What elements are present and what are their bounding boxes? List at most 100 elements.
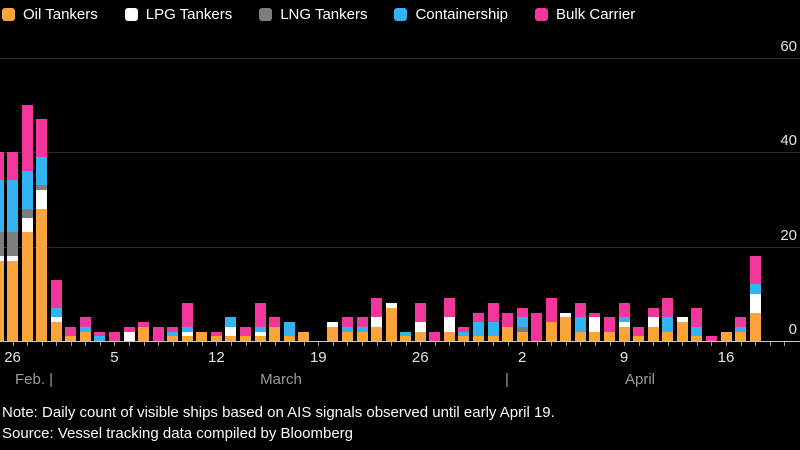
- bar-segment-containership-apr-6: [574, 317, 586, 332]
- bar-segment-bulk-apr-2: [516, 307, 528, 318]
- bar-segment-oil-apr-13: [676, 322, 688, 341]
- bar-segment-oil-mar-26: [414, 331, 426, 341]
- bar-segment-bulk-mar-12: [210, 331, 222, 337]
- bar-segment-lpg-mar-24: [385, 303, 397, 308]
- bar-segment-lpg-mar-1: [50, 317, 62, 323]
- bar-segment-bulk-mar-23: [371, 298, 383, 318]
- bar-segment-bulk-apr-15: [705, 336, 717, 341]
- legend-swatch-icon: [535, 8, 549, 21]
- y-axis-label-20: 20: [780, 226, 797, 244]
- x-axis-tick: [536, 342, 538, 346]
- bar-segment-oil-mar-22: [356, 331, 368, 341]
- bar-segment-lpg-mar-26: [414, 322, 426, 332]
- bar-segment-bulk-apr-6: [574, 303, 586, 318]
- x-axis-tick: [318, 342, 320, 346]
- bar-segment-lpg-mar-10: [181, 331, 193, 337]
- bar-segment-containership-mar-29: [458, 331, 470, 337]
- x-axis-tick: [507, 342, 509, 346]
- x-axis-day-label-2: 2: [517, 349, 527, 366]
- bar-segment-oil-apr-8: [604, 331, 616, 341]
- bar-segment-containership-mar-17: [283, 322, 295, 337]
- bar-segment-oil-mar-30: [472, 336, 484, 341]
- bar-segment-lpg-apr-7: [589, 317, 601, 332]
- bar-segment-bulk-apr-11: [647, 307, 659, 318]
- bar-segment-oil-apr-10: [633, 336, 645, 341]
- y-axis-label-60: 60: [780, 37, 797, 55]
- x-axis-tick: [551, 342, 553, 346]
- bar-segment-bulk-mar-10: [181, 303, 193, 327]
- bar-segment-bulk-apr-7: [589, 312, 601, 318]
- bar-segment-oil-apr-11: [647, 326, 659, 341]
- x-axis-tick: [114, 342, 116, 346]
- x-axis-tick: [245, 342, 247, 346]
- bar-segment-containership-mar-15: [254, 326, 266, 332]
- bar-segment-bulk-mar-16: [269, 317, 281, 327]
- bar-segment-oil-apr-9: [618, 326, 630, 341]
- bar-segment-oil-apr-4: [545, 322, 557, 341]
- x-axis-tick: [682, 342, 684, 346]
- bar-segment-bulk-mar-1: [50, 279, 62, 308]
- bar-segment-lpg-mar-15: [254, 331, 266, 337]
- bar-segment-containership-mar-31: [487, 322, 499, 337]
- x-axis-tick: [41, 342, 43, 346]
- bar-segment-bulk-mar-7: [138, 322, 150, 327]
- bar-segment-containership-feb-26: [7, 180, 19, 233]
- bar-segment-bulk-feb-27: [21, 104, 33, 171]
- bar-segment-bulk-mar-31: [487, 303, 499, 323]
- bar-segment-bulk-apr-3: [531, 312, 543, 341]
- bar-segment-oil-mar-25: [400, 336, 412, 341]
- bar-segment-lpg-feb-27: [21, 218, 33, 233]
- x-axis-tick: [696, 342, 698, 346]
- bar-segment-lpg-mar-20: [327, 322, 339, 327]
- bar-segment-bulk-mar-8: [152, 326, 164, 341]
- x-axis-day-label-12: 12: [208, 349, 225, 366]
- bar-segment-oil-apr-12: [662, 331, 674, 341]
- x-axis-tick: [260, 342, 262, 346]
- bar-segment-oil-apr-2: [516, 331, 528, 341]
- x-axis-day-label-5: 5: [110, 349, 119, 366]
- bar-segment-bulk-apr-9: [618, 303, 630, 318]
- x-axis-tick: [594, 342, 596, 346]
- x-axis-tick: [463, 342, 465, 346]
- legend-label: LPG Tankers: [145, 6, 233, 23]
- x-axis-day-label-16: 16: [717, 349, 735, 366]
- bar-segment-bulk-apr-4: [545, 298, 557, 323]
- legend-item-lng-tankers: LNG Tankers: [259, 6, 367, 23]
- bar-segment-oil-mar-9: [167, 336, 179, 341]
- x-axis-tick: [711, 342, 713, 346]
- legend-swatch-icon: [2, 8, 15, 21]
- bar-segment-bulk-apr-18: [749, 255, 761, 285]
- bar-segment-bulk-apr-12: [662, 298, 674, 318]
- x-axis-tick: [230, 342, 232, 346]
- bar-segment-lng-apr-2: [516, 326, 528, 332]
- bar-segment-lpg-apr-13: [676, 317, 688, 323]
- bar-segment-containership-mar-21: [341, 326, 353, 332]
- bar-segment-oil-apr-16: [720, 331, 732, 341]
- x-axis-tick: [172, 342, 174, 346]
- y-axis-label-0: 0: [788, 321, 797, 338]
- x-axis-tick: [376, 342, 378, 346]
- x-axis-tick: [478, 342, 480, 346]
- bar-segment-bulk-mar-4: [94, 331, 106, 337]
- x-axis-day-label-19: 19: [309, 349, 327, 366]
- legend-item-containership: Containership: [394, 6, 508, 23]
- legend-label: LNG Tankers: [280, 6, 368, 23]
- bar-segment-oil-feb-28: [36, 208, 48, 341]
- bar-segment-lpg-mar-28: [443, 317, 455, 332]
- bar-segment-bulk-mar-26: [414, 303, 426, 323]
- bar-segment-oil-mar-7: [138, 326, 150, 341]
- bar-segment-lng-feb-25: [0, 232, 4, 256]
- x-axis-tick: [522, 342, 524, 346]
- bar-segment-bulk-apr-8: [604, 317, 616, 332]
- bar-segment-lpg-feb-28: [36, 189, 48, 209]
- chart-note: Note: Daily count of visible ships based…: [2, 404, 555, 421]
- x-axis-day-label-26: 26: [411, 349, 429, 366]
- x-axis-tick: [434, 342, 436, 346]
- bar-segment-containership-feb-25: [0, 180, 4, 233]
- bar-segment-oil-mar-14: [240, 336, 252, 341]
- bar-segment-bulk-apr-10: [633, 326, 645, 337]
- bar-segment-oil-mar-29: [458, 336, 470, 341]
- x-axis-tick: [755, 342, 757, 346]
